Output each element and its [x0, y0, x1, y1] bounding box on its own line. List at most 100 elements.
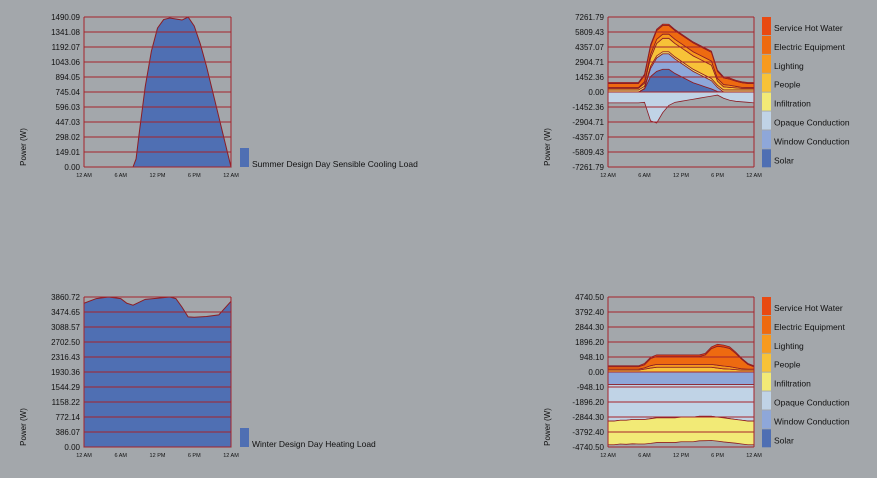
y-tick-label: 745.04	[56, 88, 81, 97]
legend-swatch	[240, 428, 249, 447]
x-tick-label: 6 AM	[114, 453, 127, 459]
y-tick-label: 3088.57	[51, 323, 80, 332]
x-tick-label: 12 PM	[150, 453, 166, 459]
y-tick-labels: 4740.50 3792.40 2844.30 1896.20 948.10 0.00 -9…	[572, 293, 604, 452]
y-axis-label: Power (W)	[543, 408, 552, 446]
x-tick-label: 6 PM	[711, 173, 724, 179]
y-tick-label: 2844.30	[575, 323, 604, 332]
y-tick-label: 1490.09	[51, 13, 80, 22]
y-tick-labels: 3860.72 3474.65 3088.57 2702.50 2316.43 1930.…	[51, 293, 80, 452]
legend-swatch	[762, 372, 771, 391]
legend-swatch	[240, 148, 249, 167]
y-tick-label: 2702.50	[51, 338, 80, 347]
gridlines	[83, 296, 232, 448]
y-tick-label: 5809.43	[575, 28, 604, 37]
y-tick-label: 2316.43	[51, 353, 80, 362]
legend-label: Infiltration	[774, 99, 811, 109]
y-tick-label: 386.07	[56, 428, 81, 437]
y-tick-label: 149.01	[56, 148, 81, 157]
y-tick-labels: 7261.79 5809.43 4357.07 2904.71 1452.36 0.00 -…	[572, 13, 604, 172]
x-tick-label: 12 AM	[746, 173, 762, 179]
legend-label: Window Conduction	[774, 136, 850, 146]
chart-3: 3860.72 3474.65 3088.57 2702.50 2316.43 1930.…	[19, 293, 376, 459]
legend-label: Winter Design Day Heating Load	[252, 439, 376, 449]
x-tick-labels: 12 AM 6 AM 12 PM 6 PM 12 AM	[76, 173, 239, 179]
x-tick-label: 12 AM	[76, 453, 92, 459]
y-tick-label: 2904.71	[575, 58, 604, 67]
y-tick-label: 1043.06	[51, 58, 80, 67]
legend-swatch	[762, 149, 771, 168]
chart-1: 1490.09 1341.08 1192.07 1043.06 894.05 745.04…	[19, 13, 418, 179]
legend-swatch	[762, 315, 771, 334]
legend-label: Lighting	[774, 61, 804, 71]
x-tick-labels: 12 AM 6 AM 12 PM 6 PM 12 AM	[76, 453, 239, 459]
legend: Service Hot Water Electric Equipment Light…	[762, 17, 850, 168]
y-tick-label: 948.10	[580, 353, 605, 362]
legend-swatch	[762, 35, 771, 54]
x-tick-label: 6 AM	[114, 173, 127, 179]
x-tick-label: 6 AM	[638, 173, 651, 179]
y-tick-label: -948.10	[577, 383, 605, 392]
y-tick-label: 7261.79	[575, 13, 604, 22]
area-infiltration	[607, 415, 755, 446]
x-tick-label: 12 PM	[673, 453, 689, 459]
legend-swatch	[762, 17, 771, 35]
y-tick-label: 1544.29	[51, 383, 80, 392]
y-tick-label: -3792.40	[572, 428, 604, 437]
legend-label: Infiltration	[774, 379, 811, 389]
area-window-conduction	[607, 371, 755, 386]
legend-swatch	[762, 353, 771, 372]
y-tick-label: 3792.40	[575, 308, 604, 317]
y-axis-label: Power (W)	[543, 128, 552, 166]
legend-label: Opaque Conduction	[774, 398, 850, 408]
legend-swatch	[762, 111, 771, 130]
y-tick-label: 3860.72	[51, 293, 80, 302]
y-tick-label: 1192.07	[52, 43, 81, 52]
y-tick-label: -4740.50	[572, 443, 604, 452]
y-tick-label: 0.00	[64, 163, 80, 172]
legend-swatch	[762, 73, 771, 92]
x-tick-label: 12 PM	[673, 173, 689, 179]
legend-swatch	[762, 391, 771, 410]
x-tick-label: 6 PM	[711, 453, 724, 459]
x-tick-label: 12 AM	[600, 173, 616, 179]
x-tick-label: 6 AM	[638, 453, 651, 459]
legend-label: People	[774, 360, 801, 370]
y-tick-label: 596.03	[56, 103, 81, 112]
y-tick-label: -2904.71	[572, 118, 604, 127]
y-tick-label: -4357.07	[572, 133, 604, 142]
legend-label: Service Hot Water	[774, 23, 843, 33]
y-tick-label: -5809.43	[572, 148, 604, 157]
x-tick-labels: 12 AM 6 AM 12 PM 6 PM 12 AM	[600, 173, 762, 179]
y-tick-label: 1452.36	[575, 73, 604, 82]
plot-area	[607, 23, 755, 124]
legend-swatch	[762, 54, 771, 73]
x-tick-label: 12 PM	[150, 173, 166, 179]
y-tick-label: 4357.07	[575, 43, 604, 52]
x-tick-label: 6 PM	[188, 453, 201, 459]
x-tick-labels: 12 AM 6 AM 12 PM 6 PM 12 AM	[600, 453, 762, 459]
legend-label: Window Conduction	[774, 416, 850, 426]
gridlines	[607, 296, 755, 448]
y-tick-label: 447.03	[56, 118, 81, 127]
legend-swatch	[762, 410, 771, 429]
y-tick-label: 1896.20	[575, 338, 604, 347]
y-tick-label: -1896.20	[572, 398, 604, 407]
legend-label: Solar	[774, 435, 794, 445]
y-tick-label: 1930.36	[51, 368, 80, 377]
y-tick-labels: 1490.09 1341.08 1192.07 1043.06 894.05 745.04…	[51, 13, 80, 172]
gridlines	[607, 16, 755, 168]
plot-area	[607, 343, 755, 446]
chart-4: 4740.50 3792.40 2844.30 1896.20 948.10 0.00 -9…	[543, 293, 850, 459]
x-tick-label: 12 AM	[76, 173, 92, 179]
y-tick-label: 3474.65	[51, 308, 80, 317]
legend-swatch	[762, 334, 771, 353]
gridlines	[83, 16, 232, 168]
y-tick-label: 4740.50	[575, 293, 604, 302]
y-tick-label: 772.14	[56, 413, 81, 422]
legend-swatch	[762, 92, 771, 111]
y-axis-label: Power (W)	[19, 128, 28, 166]
legend-label: Summer Design Day Sensible Cooling Load	[252, 159, 418, 169]
y-tick-label: -7261.79	[572, 163, 604, 172]
